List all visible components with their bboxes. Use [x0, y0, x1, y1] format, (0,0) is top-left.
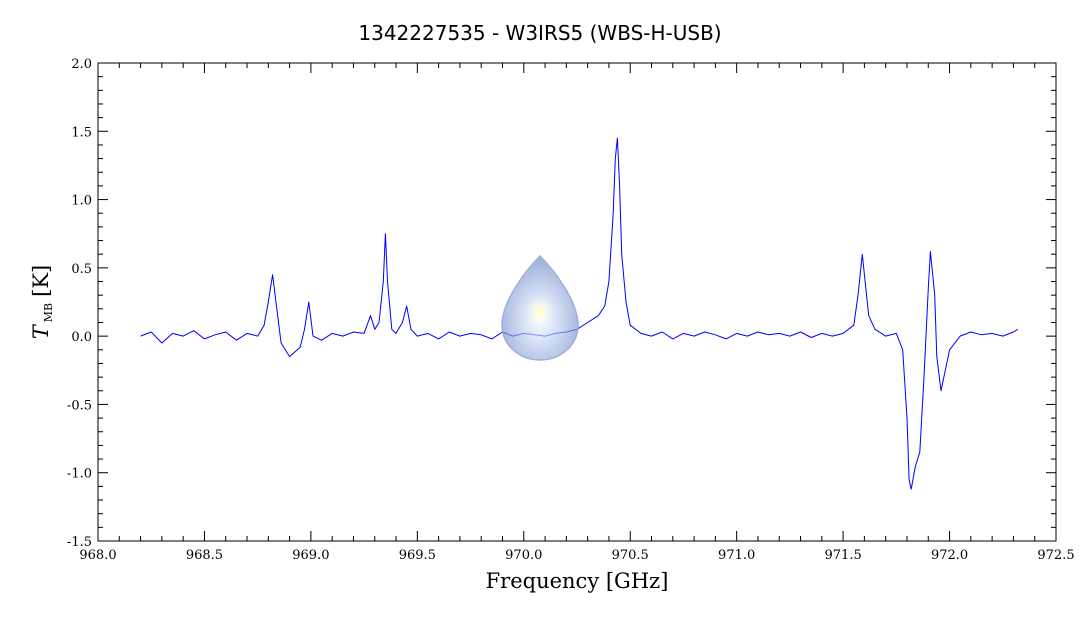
watermark-logo: [501, 254, 579, 361]
x-tick-label: 969.5: [399, 548, 436, 563]
x-tick-label: 968.0: [79, 548, 116, 563]
y-tick-labels: 2.0 1.5 1.0 0.5 0.0 -0.5 -1.0 -1.5: [67, 57, 92, 550]
axis-ticks: [97, 62, 1057, 542]
x-tick-label: 970.5: [612, 548, 649, 563]
y-axis-label: TMB [K]: [29, 265, 55, 339]
y-axis-label-unit: [K]: [29, 265, 53, 297]
x-tick-label: 972.0: [931, 548, 968, 563]
x-axis-label: Frequency [GHz]: [486, 569, 669, 593]
chart-title: 1342227535 - W3IRS5 (WBS-H-USB): [358, 21, 721, 45]
y-tick-label: -1.0: [67, 467, 92, 482]
y-tick-label: 2.0: [71, 57, 92, 72]
x-tick-label: 971.5: [825, 548, 862, 563]
y-tick-label: 1.5: [71, 125, 92, 140]
y-axis-label-symbol: T: [29, 323, 53, 339]
y-tick-label: 1.0: [71, 194, 92, 209]
x-tick-labels: 968.0 968.5 969.0 969.5 970.0 970.5 971.0 971.5…: [79, 548, 1074, 563]
series-layer: [140, 137, 1018, 490]
y-tick-label: 0.5: [71, 262, 92, 277]
y-tick-label: -0.5: [67, 398, 92, 413]
y-tick-label: 0.0: [71, 330, 92, 345]
y-axis-label-subscript: MB: [42, 303, 55, 322]
x-tick-label: 968.5: [186, 548, 223, 563]
x-tick-label: 969.0: [292, 548, 329, 563]
plot-frame: [97, 62, 1057, 542]
x-tick-label: 971.0: [718, 548, 755, 563]
series-line-0: [140, 137, 1018, 490]
x-tick-label: 970.0: [505, 548, 542, 563]
x-tick-label: 972.5: [1037, 548, 1074, 563]
y-tick-label: -1.5: [67, 535, 92, 550]
